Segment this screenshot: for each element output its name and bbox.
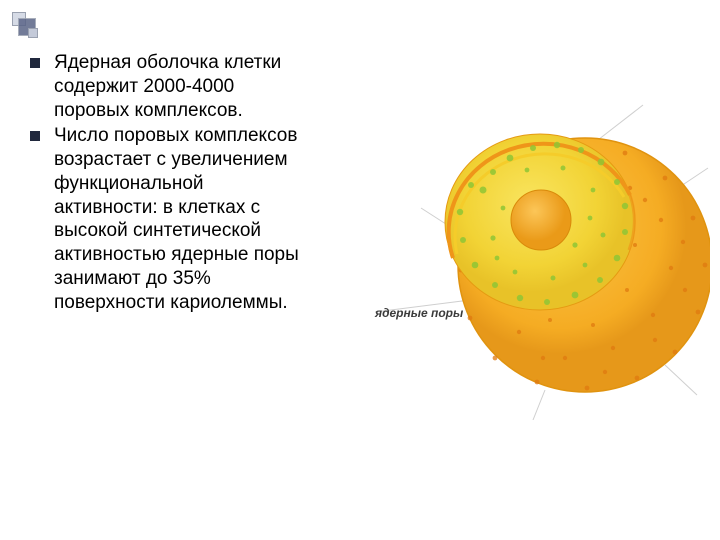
bullet-marker [30,58,40,68]
bullet-text: Ядерная оболочка клетки содержит 2000-40… [54,51,310,122]
nucleus-svg [375,90,710,420]
list-item: Число поровых комплексов возрастает с ув… [30,124,310,314]
list-item: Ядерная оболочка клетки содержит 2000-40… [30,51,310,122]
diagram-label: ядерные поры [375,306,463,320]
bullet-marker [30,131,40,141]
nucleus-diagram: ядерные поры [375,90,710,420]
bullet-text: Число поровых комплексов возрастает с ув… [54,124,310,314]
deco-square [28,28,38,38]
bullet-list: Ядерная оболочка клетки содержит 2000-40… [30,51,310,316]
